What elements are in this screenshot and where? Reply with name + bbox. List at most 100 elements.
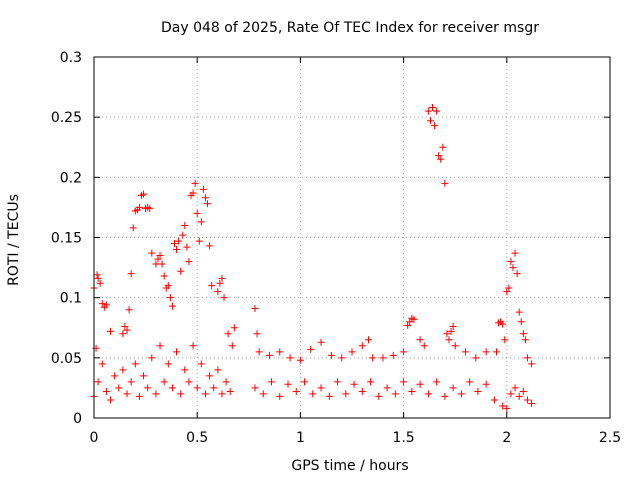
y-tick-label: 0.15 xyxy=(51,231,82,247)
data-point xyxy=(204,200,212,208)
data-point xyxy=(206,242,214,250)
data-point xyxy=(406,318,414,326)
data-point xyxy=(131,360,139,368)
data-point xyxy=(404,321,412,329)
data-point xyxy=(127,378,135,386)
x-tick-label: 1 xyxy=(296,430,305,446)
data-point xyxy=(189,189,197,197)
data-point xyxy=(443,330,451,338)
data-point xyxy=(410,315,418,323)
data-point xyxy=(492,348,500,356)
data-point xyxy=(276,392,284,400)
data-point xyxy=(199,185,207,193)
data-point xyxy=(284,380,292,388)
data-point xyxy=(144,384,152,392)
data-point xyxy=(301,378,309,386)
data-point xyxy=(183,243,191,251)
data-point xyxy=(528,360,536,368)
data-point xyxy=(224,330,232,338)
data-point xyxy=(338,354,346,362)
data-point xyxy=(218,274,226,282)
data-point xyxy=(424,390,432,398)
data-point xyxy=(94,274,102,282)
data-point xyxy=(416,380,424,388)
data-point xyxy=(342,390,350,398)
x-tick-label: 1.5 xyxy=(392,430,414,446)
data-point xyxy=(168,384,176,392)
data-point xyxy=(197,218,205,226)
data-point xyxy=(521,336,529,344)
data-point xyxy=(135,392,143,400)
data-point xyxy=(379,354,387,362)
data-point xyxy=(472,354,480,362)
data-point xyxy=(125,306,133,314)
data-point xyxy=(515,308,523,316)
data-point xyxy=(111,372,119,380)
data-point xyxy=(358,388,366,396)
data-point xyxy=(181,221,189,229)
data-point xyxy=(499,320,507,328)
data-point xyxy=(462,348,470,356)
data-point xyxy=(309,390,317,398)
data-point xyxy=(296,356,304,364)
data-point xyxy=(168,302,176,310)
data-point xyxy=(123,326,131,334)
data-point xyxy=(214,288,222,296)
data-point xyxy=(317,338,325,346)
data-point xyxy=(391,390,399,398)
data-point xyxy=(148,354,156,362)
data-point xyxy=(152,260,160,268)
plot-frame xyxy=(93,56,611,419)
data-point xyxy=(511,384,519,392)
data-point xyxy=(431,122,439,130)
data-point xyxy=(189,342,197,350)
data-point xyxy=(383,384,391,392)
data-point xyxy=(367,378,375,386)
data-point xyxy=(426,117,434,125)
data-point xyxy=(185,258,193,266)
data-point xyxy=(408,388,416,396)
y-tick-label: 0.05 xyxy=(51,351,82,367)
data-point xyxy=(98,300,106,308)
data-point xyxy=(474,388,482,396)
data-point xyxy=(107,396,115,404)
data-point xyxy=(140,372,148,380)
data-point xyxy=(365,336,373,344)
data-point xyxy=(523,396,531,404)
data-point xyxy=(129,224,137,232)
data-point xyxy=(428,104,436,112)
data-point xyxy=(433,107,441,115)
data-point xyxy=(152,390,160,398)
data-point xyxy=(210,384,218,392)
data-point xyxy=(193,384,201,392)
data-point xyxy=(451,342,459,350)
data-point xyxy=(251,304,259,312)
data-point xyxy=(191,179,199,187)
data-point xyxy=(121,323,129,331)
data-point xyxy=(177,267,185,275)
data-point xyxy=(325,392,333,400)
data-point xyxy=(166,294,174,302)
data-point xyxy=(441,392,449,400)
data-point xyxy=(226,388,234,396)
data-point xyxy=(175,237,183,245)
x-tick-label: 0 xyxy=(90,430,99,446)
y-tick-label: 0.1 xyxy=(60,291,82,307)
data-point xyxy=(389,351,397,359)
data-point xyxy=(445,336,453,344)
data-point xyxy=(140,190,148,198)
data-point xyxy=(185,378,193,386)
data-point xyxy=(218,390,226,398)
data-point xyxy=(503,404,511,412)
data-point xyxy=(251,384,259,392)
data-point xyxy=(156,342,164,350)
data-point xyxy=(286,354,294,362)
data-point xyxy=(375,392,383,400)
data-point xyxy=(160,378,168,386)
data-point xyxy=(439,143,447,151)
data-point xyxy=(206,372,214,380)
data-point xyxy=(268,378,276,386)
data-point xyxy=(93,271,101,279)
data-point xyxy=(507,258,515,266)
data-point xyxy=(170,240,178,248)
